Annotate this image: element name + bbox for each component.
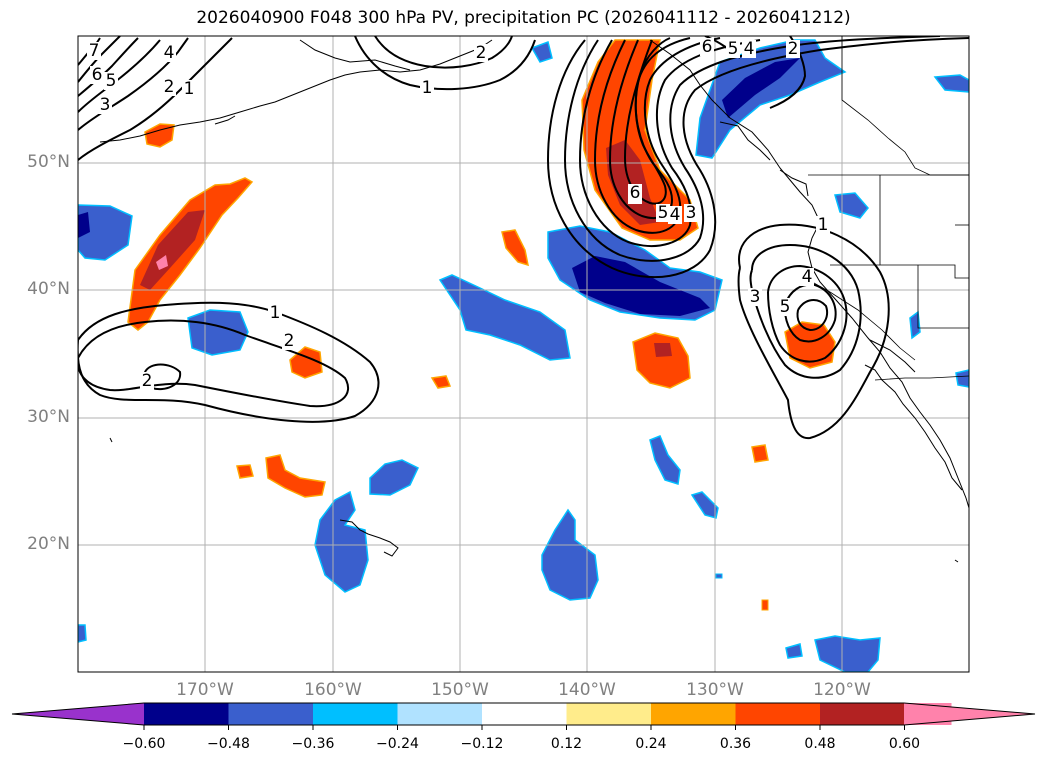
contour-label: 2 bbox=[788, 39, 799, 59]
contour-label: 6 bbox=[630, 183, 641, 203]
colorbar-segment bbox=[566, 703, 651, 725]
negative-precip-anomalies bbox=[78, 39, 969, 672]
colorbar-extend-max bbox=[904, 703, 1035, 725]
colorbar-tick-label: 0.24 bbox=[635, 736, 667, 752]
colorbar-extend-min bbox=[12, 703, 144, 725]
contour-label: 2 bbox=[476, 43, 487, 63]
contour-label: 3 bbox=[100, 95, 111, 115]
contour-label: 5 bbox=[106, 71, 117, 91]
colorbar-segment bbox=[228, 703, 313, 725]
colorbar bbox=[11, 702, 1036, 730]
colorbar-tick-label: 0.48 bbox=[804, 736, 836, 752]
lon-label: 160°W bbox=[304, 680, 362, 700]
lon-label: 120°W bbox=[813, 680, 871, 700]
contour-label: 1 bbox=[818, 215, 829, 235]
colorbar-tick-label: 0.36 bbox=[719, 736, 752, 752]
colorbar-segment bbox=[651, 703, 736, 725]
contour-label: 2 bbox=[164, 77, 175, 97]
colorbar-segment bbox=[397, 703, 482, 725]
contour-label: 1 bbox=[422, 78, 433, 98]
positive-precip-anomalies bbox=[127, 39, 836, 611]
lon-label: 140°W bbox=[558, 680, 616, 700]
lat-label: 20°N bbox=[27, 534, 70, 554]
map-frame bbox=[77, 35, 970, 673]
colorbar-tick-label: −0.60 bbox=[122, 736, 166, 752]
contour-label: 4 bbox=[802, 267, 813, 287]
contour-label: 4 bbox=[670, 205, 681, 225]
colorbar-segment bbox=[144, 703, 229, 725]
lon-label: 130°W bbox=[686, 680, 744, 700]
contour-label: 6 bbox=[92, 65, 103, 85]
colorbar-segment bbox=[735, 703, 820, 725]
contour-label: 5 bbox=[780, 297, 791, 317]
colorbar-tick-label: −0.48 bbox=[207, 736, 250, 752]
contour-label: 1 bbox=[184, 79, 195, 99]
colorbar-tick-label: −0.24 bbox=[376, 736, 419, 752]
contour-labels: 7 6 5 4 3 2 1 2 1 2 1 2 7 6 5 4 3 6 5 bbox=[87, 37, 830, 391]
contour-label: 7 bbox=[89, 41, 100, 61]
colorbar-tick-label: 0.12 bbox=[550, 736, 583, 752]
contour-label: 1 bbox=[270, 303, 281, 323]
contour-label: 5 bbox=[728, 39, 739, 59]
colorbar-tick-label: 0.60 bbox=[888, 736, 921, 752]
contour-label: 3 bbox=[686, 203, 697, 223]
contour-label: 2 bbox=[284, 331, 295, 351]
colorbar-segment bbox=[820, 703, 905, 725]
lat-label: 50°N bbox=[27, 152, 70, 172]
contour-label: 3 bbox=[750, 287, 761, 307]
contour-label: 4 bbox=[164, 43, 175, 63]
contour-label: 2 bbox=[142, 371, 153, 391]
colorbar-tick-label: −0.36 bbox=[291, 736, 335, 752]
map-title: 2026040900 F048 300 hPa PV, precipitatio… bbox=[196, 8, 851, 28]
lon-label: 170°W bbox=[176, 680, 234, 700]
political-borders bbox=[804, 36, 969, 381]
contour-label: 4 bbox=[744, 39, 755, 59]
lat-label: 40°N bbox=[27, 279, 70, 299]
lon-label: 150°W bbox=[431, 680, 489, 700]
map-gridlines bbox=[78, 36, 969, 672]
contour-label: 6 bbox=[702, 37, 713, 57]
contour-label: 5 bbox=[658, 203, 669, 223]
colorbar-segment bbox=[313, 703, 398, 725]
lat-label: 30°N bbox=[27, 407, 70, 427]
colorbar-segment bbox=[482, 703, 567, 725]
colorbar-tick-label: −0.12 bbox=[460, 736, 504, 752]
